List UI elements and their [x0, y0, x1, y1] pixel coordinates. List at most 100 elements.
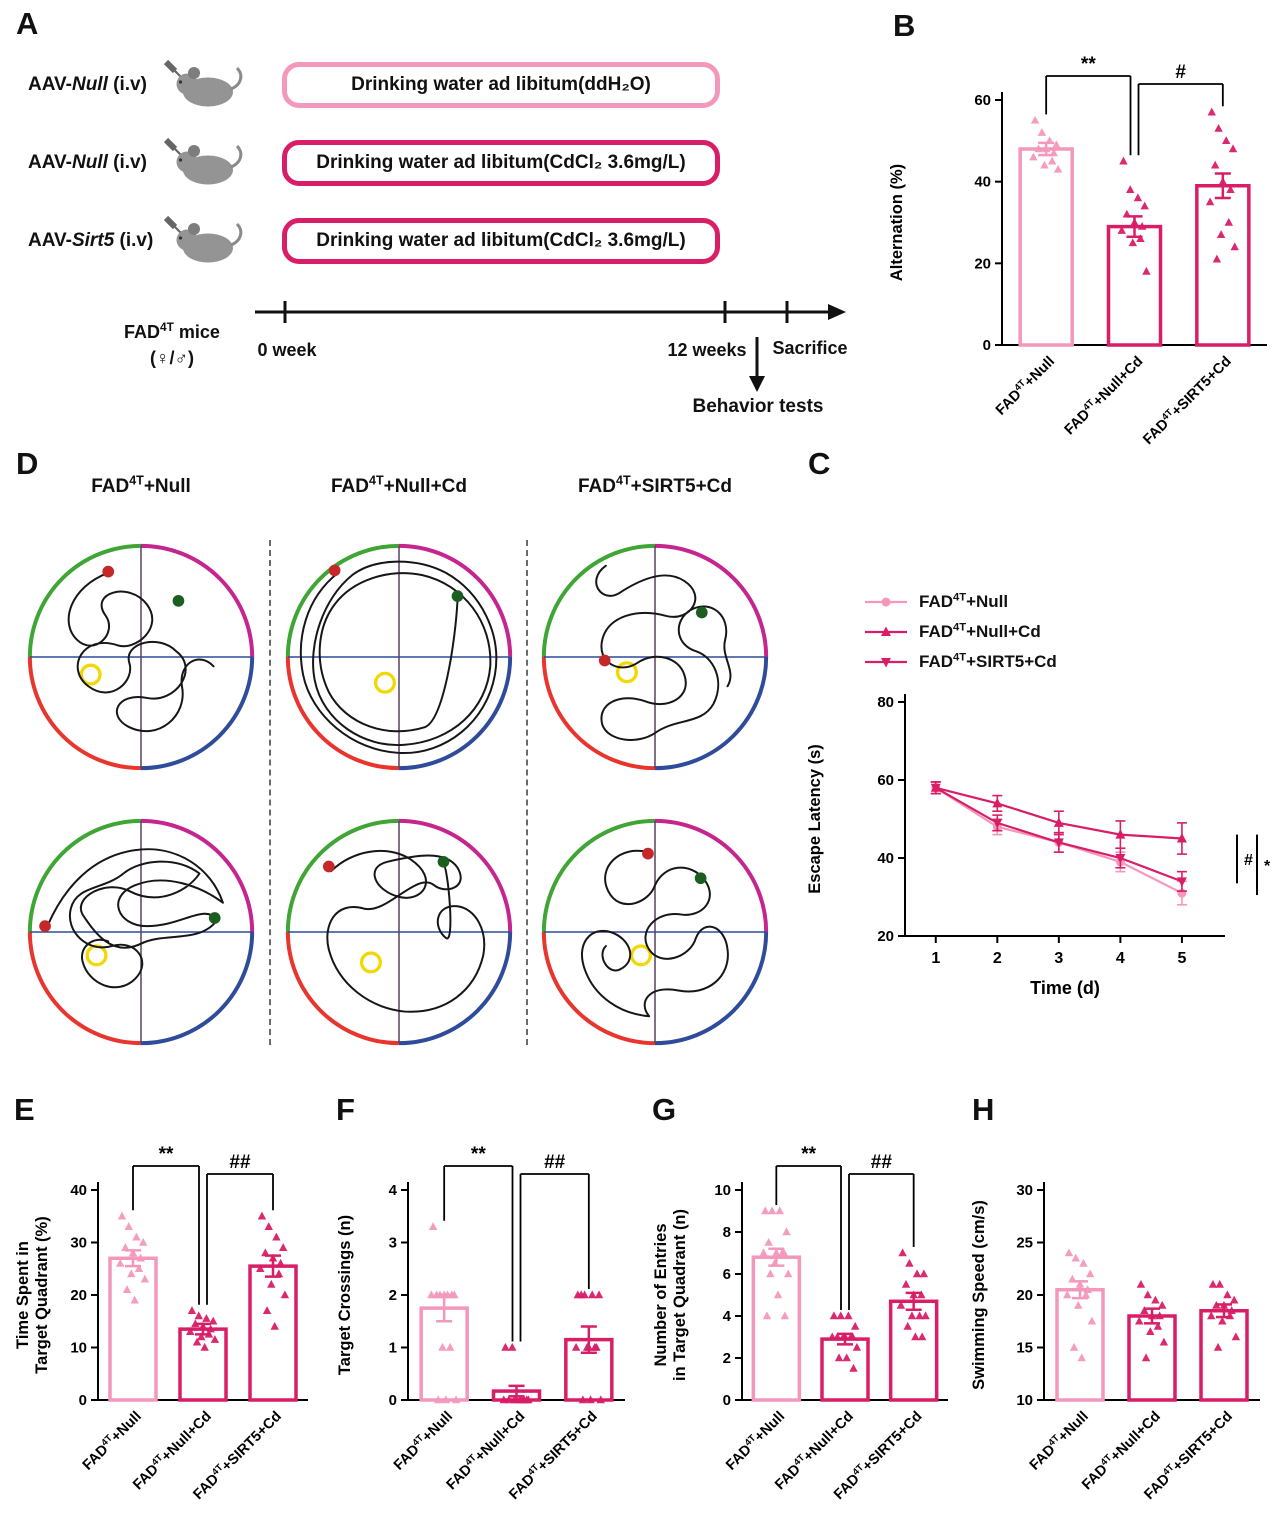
treatment-box: Drinking water ad libitum(ddH₂O)	[282, 62, 720, 108]
swim-group-header: FAD4T+SIRT5+Cd	[578, 473, 732, 497]
bar-chart-swimming-speed: 10 15 20 25 30 Swimming Speed (cm/s) FAD4T+Nul…	[964, 1112, 1279, 1532]
scatter-point	[1064, 1248, 1074, 1257]
scatter-point	[268, 1253, 278, 1262]
y-tick-label: 25	[1016, 1235, 1033, 1252]
scatter-point	[510, 1395, 519, 1404]
y-axis-label: Escape Latency (s)	[806, 744, 824, 893]
scatter-point	[121, 1243, 130, 1251]
swim-path	[46, 848, 224, 989]
scatter-point	[1151, 1295, 1160, 1304]
bar-chart-time-in-quadrant: 0 10 20 30 40 Time Spent in Target Quadrant (%…	[8, 1112, 323, 1532]
scatter-point	[1155, 1311, 1164, 1320]
y-axis-label: Swimming Speed (cm/s)	[970, 1200, 988, 1390]
quadrant-arc-top-left	[27, 543, 142, 658]
scatter-point	[274, 1269, 284, 1278]
panel-label-c: C	[808, 446, 831, 481]
category-label: FAD4T+Null	[390, 1407, 456, 1473]
scatter-point	[1213, 1342, 1223, 1351]
y-tick-label: 40	[974, 174, 991, 191]
scatter-point	[1228, 144, 1238, 153]
bar	[1018, 147, 1074, 347]
treatment-box: Drinking water ad libitum(CdCl₂ 3.6mg/L)	[282, 140, 720, 186]
scatter-point	[1142, 266, 1151, 275]
category-label: FAD4T+Null	[992, 352, 1058, 418]
scatter-point	[1074, 1300, 1083, 1309]
swim-path	[67, 571, 215, 733]
swim-path	[326, 849, 486, 1013]
scatter-point	[784, 1269, 793, 1278]
scatter-point	[1045, 136, 1054, 145]
start-label: 0 week	[257, 340, 317, 360]
behavior-label: Behavior tests	[692, 396, 824, 417]
scatter-point	[1128, 238, 1137, 247]
legend-label: FAD4T+SIRT5+Cd	[919, 651, 1057, 671]
scatter-point	[1231, 1332, 1241, 1341]
quadrant-arc-bottom-right	[140, 656, 255, 771]
start-dot	[102, 565, 115, 578]
scatter-point	[256, 1264, 265, 1272]
y-axis-label: Alternation (%)	[888, 164, 906, 281]
swim-trace-plot	[285, 543, 513, 771]
y-tick-label: 10	[714, 1182, 731, 1199]
y-axis-label: Target Crossings (n)	[336, 1215, 354, 1375]
data-point-circle	[881, 597, 891, 607]
y-tick-label: 8	[723, 1224, 731, 1241]
scatter-point	[1030, 115, 1040, 124]
panel-label-a: A	[16, 6, 39, 41]
scatter-point	[782, 1227, 791, 1236]
scatter-point	[447, 1290, 457, 1299]
x-tick-label: 2	[993, 950, 1002, 967]
group-label: AAV-Null (i.v)	[28, 74, 147, 95]
data-point-triangle	[881, 626, 891, 636]
sig-label: ##	[544, 1152, 566, 1173]
scatter-point	[194, 1311, 203, 1320]
scatter-point	[1143, 1290, 1152, 1299]
scatter-point	[1137, 221, 1147, 230]
scatter-point	[136, 1253, 145, 1262]
y-tick-label: 40	[70, 1182, 87, 1199]
scatter-point	[834, 1353, 844, 1362]
scatter-point	[132, 1232, 141, 1241]
scatter-point	[1130, 217, 1139, 226]
scatter-point	[849, 1363, 858, 1372]
scatter-point	[1210, 160, 1220, 169]
sig-label: #	[1244, 852, 1253, 869]
scatter-point	[1205, 197, 1215, 206]
scatter-point	[576, 1290, 586, 1299]
scatter-point	[1223, 1290, 1232, 1299]
data-point-triangle	[992, 797, 1003, 808]
scatter-point	[261, 1248, 270, 1257]
legend-label: FAD4T+Null+Cd	[919, 621, 1041, 641]
timeline	[255, 301, 846, 392]
scatter-point	[1153, 1321, 1163, 1330]
scatter-point	[1208, 1279, 1218, 1288]
y-tick-label: 0	[723, 1392, 731, 1409]
legend-item: FAD4T+SIRT5+Cd	[862, 652, 1057, 672]
scatter-point	[1226, 185, 1235, 194]
bar	[178, 1327, 228, 1402]
scatter-point	[1224, 217, 1233, 226]
scatter-point	[439, 1290, 449, 1299]
scatter-point	[1086, 1269, 1095, 1278]
scatter-point	[524, 1395, 533, 1404]
scatter-point	[200, 1342, 209, 1351]
scatter-point	[1227, 1306, 1236, 1314]
panel-label-f: F	[336, 1092, 355, 1127]
scatter-point	[588, 1290, 597, 1299]
line-chart-escape-latency: 20 40 60 80 Escape Latency (s) 1 2 3 4 5 Time (d) #…	[800, 688, 1271, 1028]
column-separator	[526, 540, 528, 1045]
scatter-point	[596, 1395, 605, 1404]
scatter-point	[1218, 1316, 1227, 1325]
y-tick-label: 3	[389, 1235, 397, 1252]
y-tick-label: 20	[1016, 1287, 1033, 1304]
mouse-ear	[188, 67, 200, 79]
scatter-point	[1230, 242, 1239, 251]
mouse-tail	[230, 66, 243, 91]
scatter-point	[1207, 1311, 1216, 1320]
scatter-point	[501, 1342, 510, 1351]
y-tick-label: 15	[1016, 1340, 1033, 1357]
scatter-point	[1047, 156, 1057, 165]
panel-label-g: G	[652, 1092, 677, 1127]
